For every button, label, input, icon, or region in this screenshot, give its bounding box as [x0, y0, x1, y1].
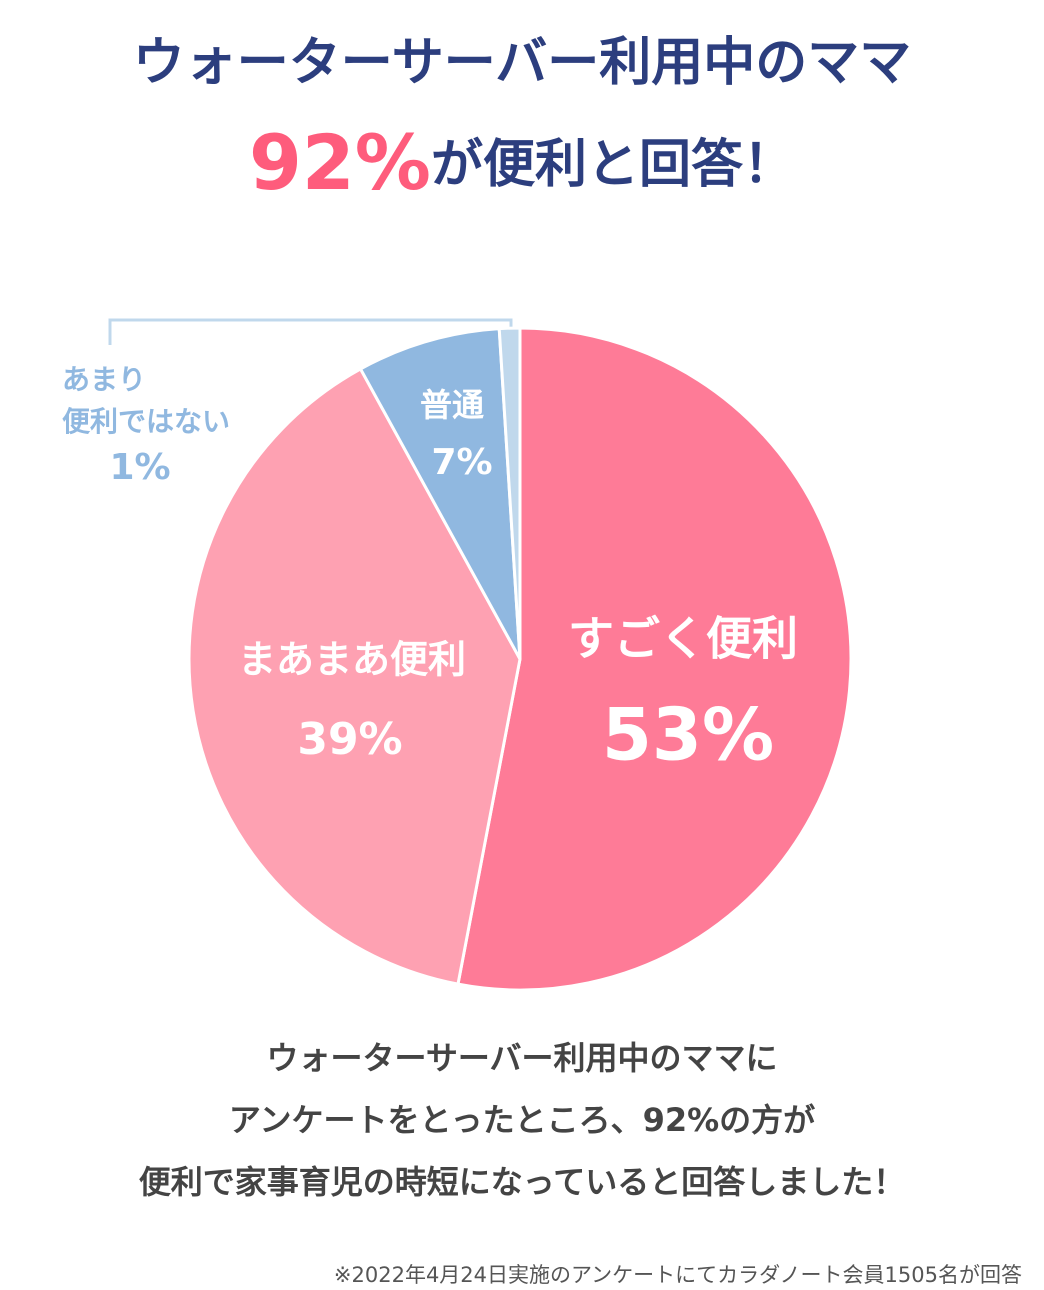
pie-slice	[456, 326, 853, 992]
body-text: 便利で家事育児の時短になっていると回答しました！	[139, 1163, 905, 1201]
value-label: 7%	[431, 442, 492, 483]
value-label: 1%	[109, 447, 170, 488]
body-text: アンケートをとったところ、92%の方が	[229, 1101, 815, 1139]
title-line-2: 92%が便利と回答！	[249, 118, 795, 207]
slice-label: すごく便利	[568, 612, 798, 666]
value-label: 53%	[602, 693, 774, 777]
slice-label: あまり便利ではない	[62, 363, 230, 438]
footnote: ※2022年4月24日実施のアンケートにてカラダノート会員1505名が回答	[334, 1263, 1022, 1287]
pie-slice	[358, 327, 522, 660]
slice-label: 普通	[420, 386, 484, 424]
pie-slice	[187, 366, 522, 986]
title: ウォーターサーバー利用中のママ	[133, 33, 911, 93]
slice-label: まあまあ便利	[238, 638, 466, 682]
pie-slice	[497, 326, 522, 660]
leader-line	[108, 318, 513, 345]
value-label: 39%	[297, 714, 402, 765]
body-text: ウォーターサーバー利用中のママに	[266, 1039, 777, 1077]
title-highlight: 92%	[249, 118, 431, 207]
title-rest: が便利と回答！	[431, 135, 795, 195]
